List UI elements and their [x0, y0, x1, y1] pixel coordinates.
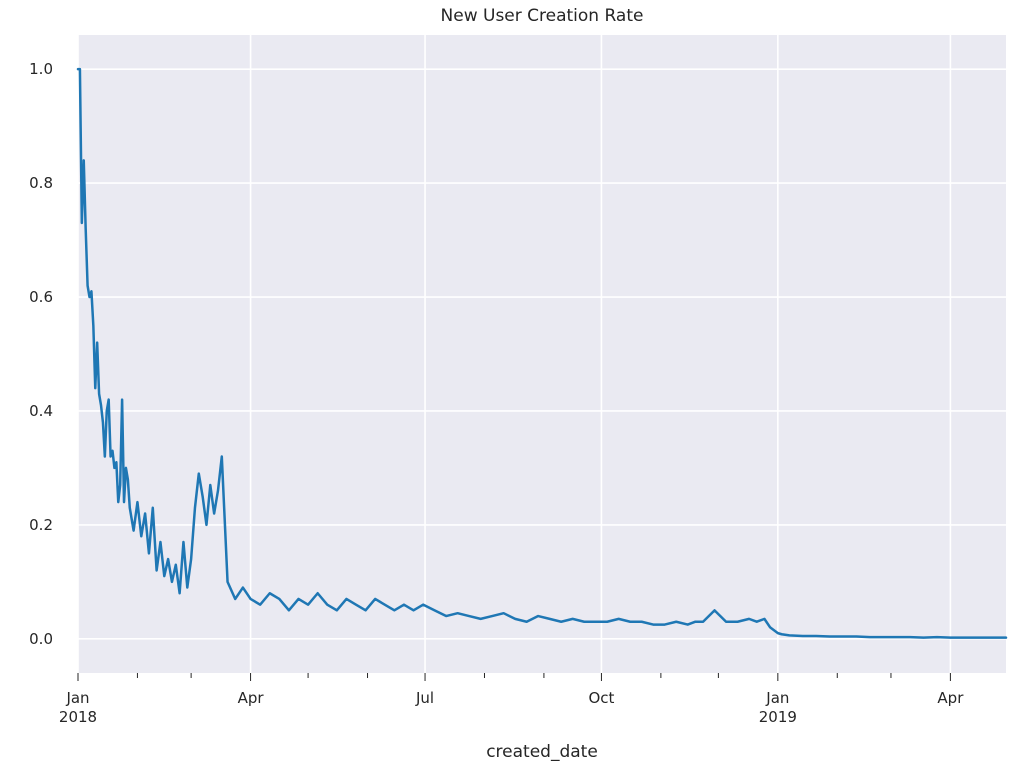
y-tick-label: 0.2	[29, 516, 53, 534]
y-tick-label: 1.0	[29, 60, 53, 78]
grid-layer	[77, 35, 1006, 673]
series-layer	[76, 67, 1008, 639]
x-tick-label: Jan	[765, 689, 789, 707]
chart-title: New User Creation Rate	[441, 6, 644, 26]
plot-area-background	[78, 35, 1006, 673]
x-tick-year-label: 2018	[59, 708, 97, 726]
x-tick-label: Jan	[65, 689, 89, 707]
y-tick-label: 0.6	[29, 288, 53, 306]
x-axis-label: created_date	[486, 742, 598, 762]
x-tick-label: Apr	[937, 689, 964, 707]
x-tick-label: Apr	[238, 689, 265, 707]
y-tick-label: 0.8	[29, 174, 53, 192]
series-line	[76, 67, 1008, 639]
x-tick-label: Jul	[415, 689, 434, 707]
y-tick-label: 0.0	[29, 630, 53, 648]
y-tick-label: 0.4	[29, 402, 53, 420]
x-tick-year-label: 2019	[759, 708, 797, 726]
x-tick-label: Oct	[588, 689, 614, 707]
